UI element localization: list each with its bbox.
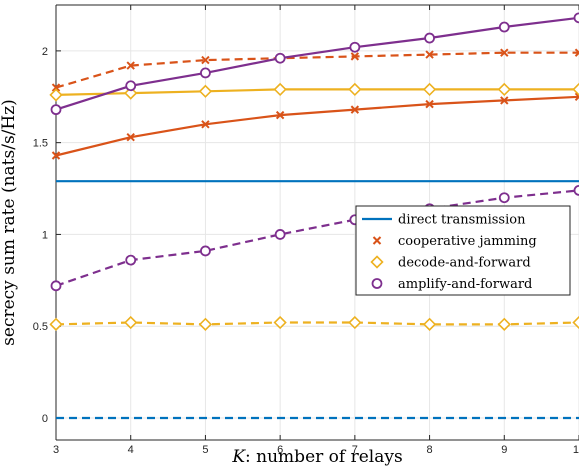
- data-point-amplify-and-forward-solid: [50, 104, 62, 116]
- data-point-amplify-and-forward-dashed: [125, 254, 137, 266]
- marker-stroke: [275, 110, 285, 120]
- marker-stroke: [500, 48, 509, 57]
- y-tick-label: 0.5: [33, 321, 48, 333]
- data-point-cooperative-jamming-dashed: [500, 48, 509, 57]
- series-line-cooperative-jamming-solid: [55, 95, 579, 157]
- axes: 3 4 5 6 7 8 9 10 0 0.5 1 1.5 2: [33, 4, 579, 456]
- data-point-amplify-and-forward-solid: [349, 41, 361, 53]
- data-point-cooperative-jamming-solid: [500, 96, 509, 105]
- data-point-decode-and-forward-solid: [273, 82, 287, 97]
- x-tick-label: 5: [202, 444, 208, 456]
- data-point-cooperative-jamming-dashed: [201, 55, 210, 65]
- marker-stroke: [574, 48, 579, 55]
- data-point-cooperative-jamming-solid: [51, 151, 61, 160]
- marker-stroke: [574, 51, 579, 57]
- data-point-cooperative-jamming-solid: [425, 99, 434, 109]
- data-point-cooperative-jamming-solid: [275, 110, 285, 120]
- data-point-decode-and-forward-dashed: [572, 315, 579, 330]
- data-point-cooperative-jamming-dashed: [574, 48, 579, 57]
- marker-stroke: [126, 132, 135, 142]
- data-point-decode-and-forward-solid: [198, 84, 213, 98]
- y-tick-label: 1.5: [33, 138, 48, 150]
- legend-swatch-decode-and-forward: [370, 255, 384, 269]
- marker-stroke: [350, 105, 360, 114]
- data-point-cooperative-jamming-dashed: [51, 83, 61, 92]
- x-tick-label: 4: [128, 444, 134, 456]
- x-axis-variable: K: [231, 447, 246, 466]
- marker-stroke: [51, 83, 61, 92]
- data-point-cooperative-jamming-solid: [201, 120, 210, 129]
- y-tick-label: 1: [42, 229, 48, 241]
- data-point-decode-and-forward-solid: [497, 82, 511, 97]
- marker-stroke: [500, 96, 509, 105]
- data-point-amplify-and-forward-solid: [573, 12, 579, 24]
- data-point-amplify-and-forward-solid: [498, 21, 510, 33]
- marker-stroke: [126, 61, 135, 70]
- marker-stroke: [201, 120, 210, 129]
- x-tick-label: 3: [53, 444, 59, 456]
- data-point-cooperative-jamming-dashed: [126, 61, 135, 70]
- data-point-cooperative-jamming-solid: [350, 105, 360, 114]
- legend-label-direct-transmission: direct transmission: [398, 213, 526, 228]
- data-point-decode-and-forward-solid: [49, 88, 63, 102]
- marker-stroke: [425, 50, 434, 59]
- legend: direct transmission cooperative jamming de…: [355, 205, 571, 296]
- data-point-decode-and-forward-solid: [572, 82, 579, 97]
- marker-stroke: [350, 52, 360, 61]
- series-line-amplify-and-forward-solid: [55, 16, 579, 111]
- marker-stroke: [574, 95, 579, 101]
- x-axis-text: : number of relays: [245, 447, 403, 466]
- data-point-amplify-and-forward-dashed: [274, 229, 286, 240]
- data-point-decode-and-forward-solid: [348, 82, 362, 97]
- data-point-amplify-and-forward-solid: [424, 32, 435, 44]
- data-point-decode-and-forward-dashed: [497, 317, 511, 331]
- data-point-decode-and-forward-dashed: [348, 315, 362, 330]
- data-point-amplify-and-forward-dashed: [498, 192, 510, 204]
- x-tick-label: 8: [427, 444, 433, 456]
- series-markers: [49, 12, 579, 331]
- legend-label-amplify-and-forward: amplify-and-forward: [398, 277, 532, 292]
- x-axis-label: K: number of relays: [231, 447, 402, 466]
- legend-label-decode-and-forward: decode-and-forward: [398, 256, 531, 271]
- data-point-cooperative-jamming-dashed: [350, 52, 360, 61]
- y-tick-label: 2: [42, 46, 48, 58]
- marker-stroke: [51, 151, 61, 160]
- x-tick-label: 10: [573, 444, 579, 456]
- data-point-amplify-and-forward-dashed: [573, 184, 579, 196]
- data-point-amplify-and-forward-dashed: [200, 245, 211, 257]
- legend-box: [355, 205, 571, 296]
- data-point-cooperative-jamming-dashed: [425, 50, 434, 59]
- series-line-decode-and-forward-dashed: [55, 321, 579, 326]
- y-axis-label: secrecy sum rate (nats/s/Hz): [0, 99, 19, 346]
- series-lines: [55, 16, 579, 420]
- legend-label-cooperative-jamming: cooperative jamming: [398, 234, 537, 249]
- data-point-decode-and-forward-dashed: [198, 317, 213, 331]
- data-point-decode-and-forward-solid: [422, 82, 437, 97]
- data-point-amplify-and-forward-solid: [200, 67, 211, 79]
- marker-stroke: [425, 99, 434, 109]
- x-tick-label: 9: [501, 444, 507, 456]
- data-point-decode-and-forward-dashed: [124, 315, 138, 330]
- marker-stroke: [372, 236, 382, 245]
- x-tick-label: 6: [277, 444, 283, 456]
- data-point-cooperative-jamming-solid: [126, 132, 135, 142]
- legend-swatch-cooperative-jamming: [372, 236, 382, 245]
- data-point-amplify-and-forward-dashed: [50, 280, 62, 292]
- legend-swatch-amplify-and-forward: [371, 278, 383, 289]
- data-point-cooperative-jamming-solid: [574, 92, 579, 101]
- y-tick-label: 0: [42, 413, 48, 425]
- data-point-decode-and-forward-dashed: [422, 317, 437, 331]
- series-line-decode-and-forward-solid: [55, 88, 579, 96]
- data-point-amplify-and-forward-solid: [274, 52, 286, 64]
- x-tick-label: 7: [352, 444, 358, 456]
- data-point-decode-and-forward-dashed: [273, 315, 287, 330]
- data-point-amplify-and-forward-solid: [125, 80, 137, 92]
- series-line-amplify-and-forward-dashed: [55, 189, 579, 287]
- series-line-cooperative-jamming-dashed: [55, 51, 579, 89]
- marker-stroke: [201, 55, 210, 65]
- data-point-decode-and-forward-dashed: [49, 317, 63, 331]
- marker-stroke: [574, 92, 579, 99]
